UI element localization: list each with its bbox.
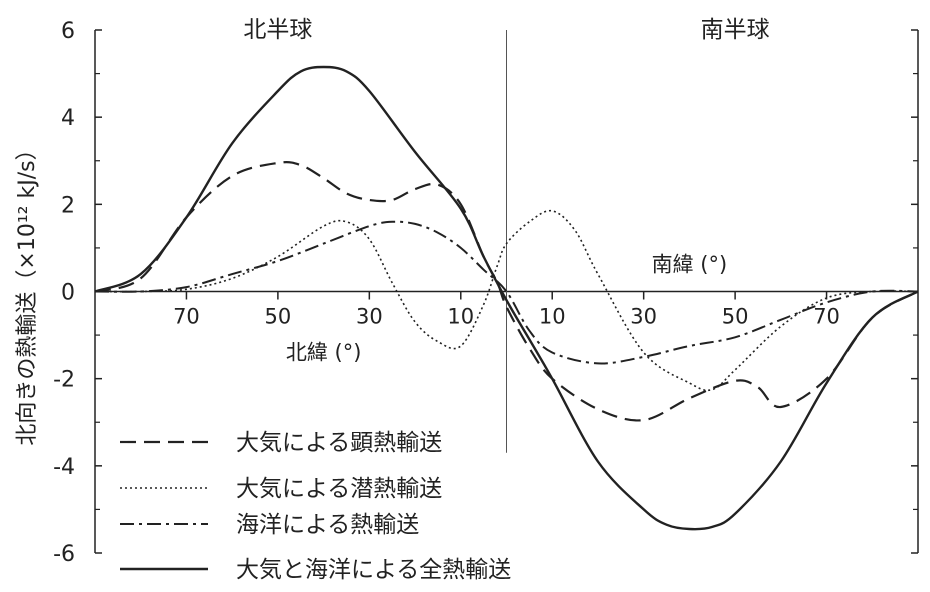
latent-heat-series [94,209,919,392]
y-tick-label: 6 [61,19,75,44]
x-tick-label: 50 [265,305,292,329]
legend-label: 大気による潜熱輸送 [236,476,442,502]
y-tick-label: -6 [53,542,75,567]
legend-label: 大気と海洋による全熱輸送 [236,557,511,583]
south-latitude-label: 南緯 (°) [652,253,728,277]
x-tick-label: 10 [447,305,474,329]
x-tick-label: 10 [539,305,566,329]
y-tick-label: -4 [53,455,75,480]
x-tick-label: 50 [722,305,749,329]
series-group [94,65,919,531]
north-latitude-label: 北緯 (°) [286,341,362,365]
x-tick-label: 70 [813,305,840,329]
x-tick-label: 70 [173,305,200,329]
y-tick-label: -2 [53,368,75,393]
x-tick-label: 30 [356,305,383,329]
axes-group: 6 4 2 0 -2 -4 -6 70 50 30 10 10 30 50 70 北向きの熱輸送（×10¹² … [15,17,919,567]
y-axis-title: 北向きの熱輸送（×10¹² kJ/s） [15,138,40,445]
legend-label: 大気による顕熱輸送 [236,430,442,456]
ocean-heat-series [94,220,919,365]
y-tick-label: 0 [61,281,75,306]
legend-label: 海洋による熱輸送 [236,512,419,538]
north-hemisphere-label: 北半球 [243,17,312,43]
x-tick-label: 30 [630,305,657,329]
y-tick-label: 2 [61,193,75,218]
total-heat-series [94,65,919,531]
y-tick-label: 4 [61,106,75,131]
south-hemisphere-label: 南半球 [701,17,770,43]
